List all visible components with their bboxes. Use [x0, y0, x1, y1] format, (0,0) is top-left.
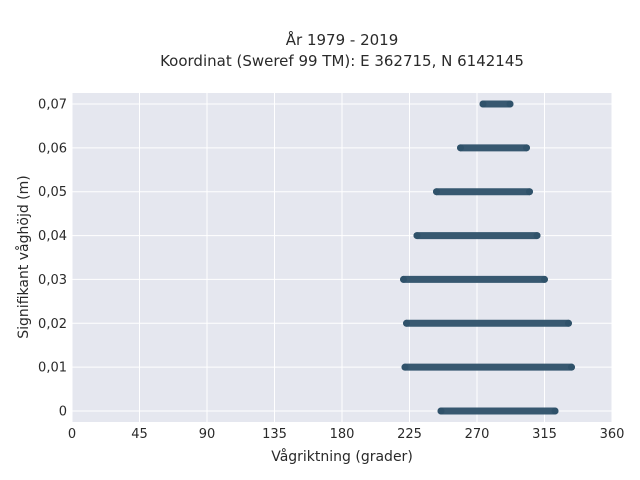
- y-axis-ticks: 0 0,01 0,02 0,03 0,04 0,05 0,06 0,07: [38, 97, 67, 419]
- data-points: [400, 100, 575, 415]
- data-point: [551, 407, 559, 415]
- y-tick-label: 0,01: [38, 361, 67, 376]
- x-tick-label: 135: [262, 427, 287, 442]
- data-point: [457, 144, 464, 152]
- data-point: [401, 363, 409, 371]
- y-axis-label: Signifikant våghöjd (m): [15, 175, 32, 338]
- x-tick-label: 180: [330, 427, 355, 442]
- chart-title-line1: År 1979 - 2019: [286, 30, 399, 49]
- data-point: [565, 319, 572, 327]
- data-point: [568, 363, 575, 371]
- data-point: [541, 275, 548, 283]
- data-point: [526, 188, 533, 196]
- data-point: [437, 407, 445, 415]
- data-point: [533, 232, 541, 240]
- data-point: [479, 100, 487, 108]
- chart-title-line2: Koordinat (Sweref 99 TM): E 362715, N 61…: [160, 52, 524, 70]
- x-tick-label: 270: [465, 427, 490, 442]
- x-tick-label: 90: [199, 427, 216, 442]
- y-tick-label: 0,06: [38, 141, 67, 156]
- data-point: [506, 100, 514, 108]
- y-tick-label: 0,03: [38, 273, 67, 288]
- x-tick-label: 45: [131, 427, 148, 442]
- x-tick-label: 360: [600, 427, 625, 442]
- x-tick-label: 0: [68, 427, 76, 442]
- y-tick-label: 0: [59, 405, 67, 420]
- y-tick-label: 0,04: [38, 229, 67, 244]
- x-tick-label: 225: [397, 427, 422, 442]
- data-point: [433, 188, 440, 196]
- y-tick-label: 0,05: [38, 185, 67, 200]
- x-axis-ticks: 0 45 90 135 180 225 270 315 360: [68, 427, 625, 442]
- y-tick-label: 0,02: [38, 317, 67, 332]
- data-point: [403, 319, 410, 327]
- x-tick-label: 315: [532, 427, 557, 442]
- data-point: [400, 275, 407, 283]
- x-axis-label: Vågriktning (grader): [271, 448, 413, 465]
- data-point: [413, 232, 421, 240]
- data-point: [523, 144, 530, 152]
- y-tick-label: 0,07: [38, 97, 67, 112]
